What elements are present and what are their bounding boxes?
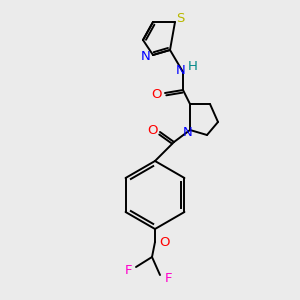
Text: F: F: [124, 263, 132, 277]
Text: O: O: [147, 124, 157, 136]
Text: O: O: [159, 236, 169, 248]
Text: O: O: [152, 88, 162, 100]
Text: F: F: [164, 272, 172, 284]
Text: N: N: [183, 125, 193, 139]
Text: S: S: [176, 11, 184, 25]
Text: H: H: [188, 61, 198, 74]
Text: N: N: [141, 50, 151, 62]
Text: N: N: [176, 64, 186, 76]
